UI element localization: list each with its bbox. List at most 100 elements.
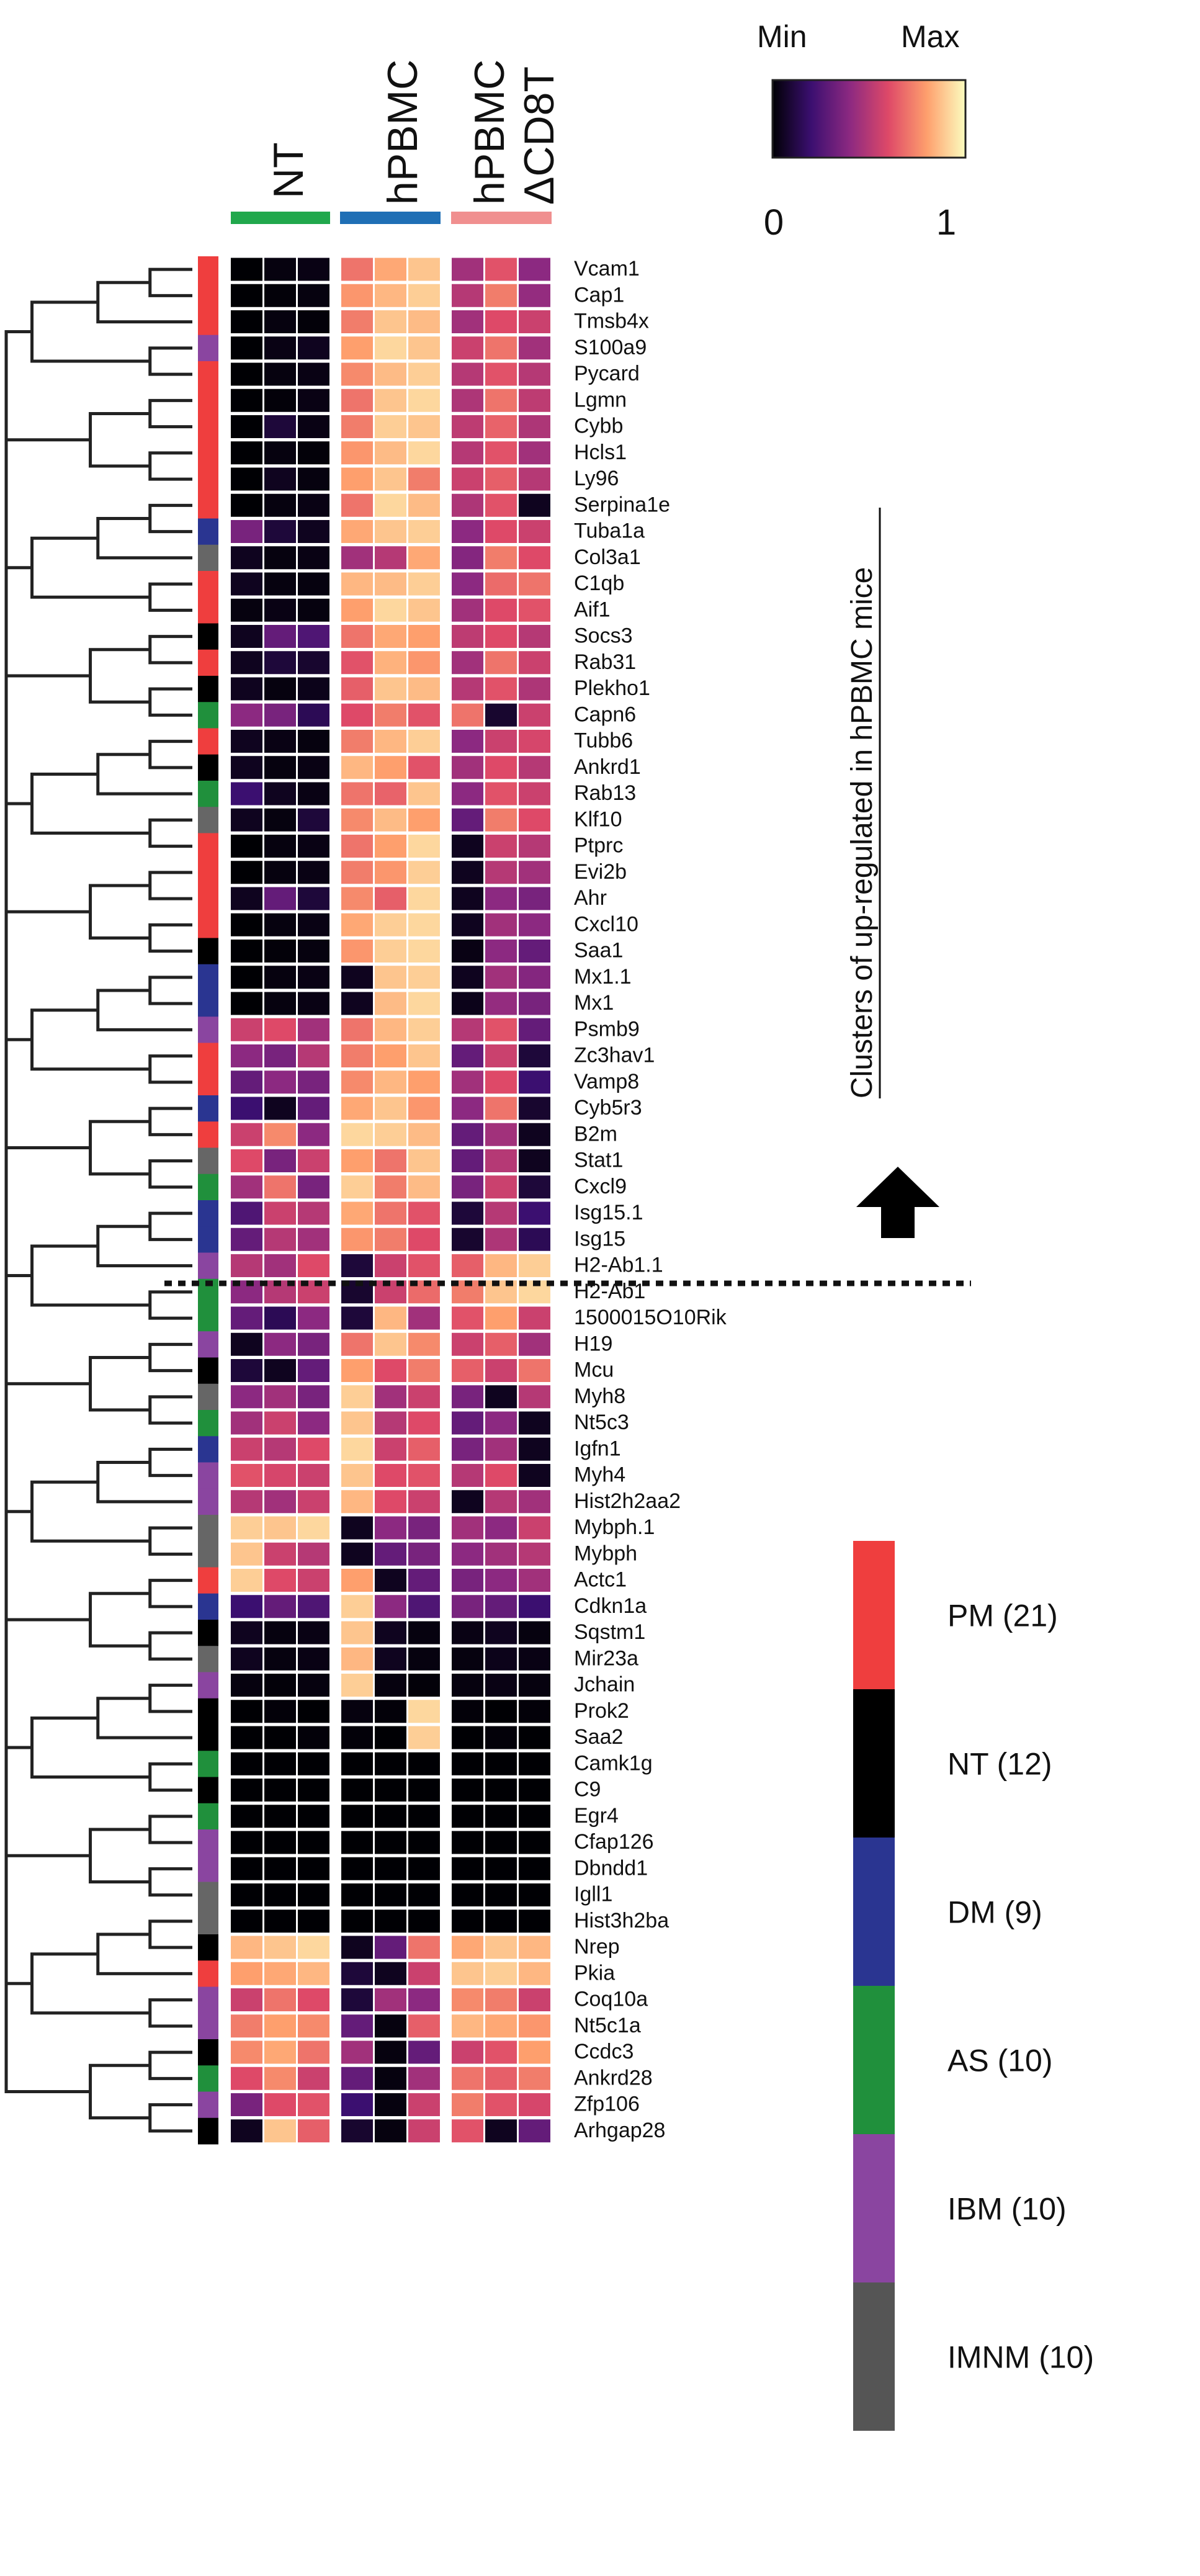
heatmap-cell (298, 1883, 329, 1906)
heatmap-cell (264, 1936, 296, 1959)
category-legend: PM (21) NT (12) DM (9) AS (10) IBM (10) IMNM … (853, 1541, 1094, 2431)
heatmap-cell (485, 1910, 517, 1933)
heatmap-cell (485, 2067, 517, 2090)
heatmap-cell (452, 1464, 483, 1487)
heatmap-cell (298, 1647, 329, 1671)
heatmap-cell (264, 1097, 296, 1120)
heatmap-cell (408, 598, 440, 622)
heatmap-cell (375, 1857, 406, 1880)
heatmap-cell (485, 2119, 517, 2143)
heatmap-cell (341, 966, 373, 989)
heatmap-cell (408, 861, 440, 884)
heatmap-cell (341, 415, 373, 438)
gene-label: H2-Ab1.1 (574, 1254, 663, 1277)
legend-swatch (853, 2134, 895, 2282)
gene-label: Pkia (574, 1961, 615, 1985)
legend-label: NT (12) (947, 1747, 1052, 1782)
heatmap-cell (298, 546, 329, 570)
gene-label: Hcls1 (574, 441, 627, 464)
heatmap-cell (485, 1490, 517, 1514)
heatmap-cell (264, 1490, 296, 1514)
heatmap-cell (298, 1044, 329, 1067)
heatmap-cell (298, 1306, 329, 1330)
dendrogram-branch (148, 1211, 192, 1241)
heatmap-cell (485, 1962, 517, 1985)
heatmap-cell (519, 730, 550, 753)
dendrogram-branch (30, 1716, 150, 1779)
heatmap-cell (264, 1070, 296, 1094)
heatmap-cell (341, 730, 373, 753)
heatmap-cell (231, 861, 262, 884)
heatmap-cell (519, 1516, 550, 1540)
heatmap-cell (264, 966, 296, 989)
heatmap-cell (375, 1201, 406, 1225)
heatmap-cell (341, 1044, 373, 1067)
heatmap-cell (298, 310, 329, 333)
gene-label: Capn6 (574, 702, 636, 726)
heatmap-cell (408, 1464, 440, 1487)
heatmap-cell (231, 992, 262, 1015)
gene-label: Cfap126 (574, 1830, 654, 1854)
category-cell (198, 964, 218, 991)
dendrogram-branch (96, 1224, 192, 1268)
heatmap-cell (408, 1516, 440, 1540)
heatmap-cell (375, 1752, 406, 1775)
heatmap-cell (231, 493, 262, 517)
dendrogram-branch (30, 1244, 150, 1307)
category-cell (198, 1200, 218, 1227)
heatmap-cell (264, 1910, 296, 1933)
heatmap-cell (341, 1726, 373, 1749)
heatmap-cell (341, 1359, 373, 1382)
heatmap-cell (485, 2014, 517, 2038)
colorbar-tick-0: 0 (764, 202, 784, 243)
heatmap-cell (341, 625, 373, 648)
heatmap-cell (264, 1831, 296, 1854)
heatmap-cell (519, 1123, 550, 1146)
heatmap-cell (408, 782, 440, 806)
heatmap-cell (408, 1752, 440, 1775)
heatmap-cell (264, 546, 296, 570)
heatmap-cell (452, 598, 483, 622)
heatmap-cell (452, 1411, 483, 1435)
heatmap-cell (341, 1254, 373, 1277)
heatmap-cell (519, 1700, 550, 1723)
heatmap-cell (519, 1306, 550, 1330)
category-cell (198, 1593, 218, 1620)
heatmap-cell (519, 572, 550, 596)
dendrogram-branch (148, 582, 192, 612)
heatmap-cell (341, 1569, 373, 1592)
dendrogram-branch (89, 2063, 150, 2120)
heatmap-cell (519, 258, 550, 281)
heatmap-cell (298, 1097, 329, 1120)
dendrogram-branch (89, 1828, 150, 1883)
heatmap-cell (375, 441, 406, 465)
heatmap-cell (231, 756, 262, 779)
heatmap-cell (485, 677, 517, 701)
heatmap-cell (231, 388, 262, 412)
heatmap-cell (341, 1464, 373, 1487)
heatmap-cell (375, 1464, 406, 1487)
heatmap-cell (264, 1437, 296, 1461)
heatmap-cell (298, 1437, 329, 1461)
category-cell (198, 1069, 218, 1096)
heatmap-cell (264, 1752, 296, 1775)
dendrogram-branch (148, 1684, 192, 1713)
dendrogram-branch (148, 1815, 192, 1844)
category-cell (198, 1121, 218, 1148)
heatmap-cell (298, 2040, 329, 2064)
gene-label: Tmsb4x (574, 310, 649, 333)
heatmap-cell (408, 572, 440, 596)
heatmap-cell (231, 2067, 262, 2090)
dendrogram-branch (148, 687, 192, 717)
heatmap-cell (375, 1595, 406, 1618)
heatmap-cell (298, 1910, 329, 1933)
heatmap-cell (264, 1595, 296, 1618)
heatmap-cell (519, 1201, 550, 1225)
heatmap-cell (408, 1700, 440, 1723)
heatmap-cell (231, 1464, 262, 1487)
dendrogram-branch (148, 1054, 192, 1084)
heatmap-cell (341, 782, 373, 806)
legend-label: IBM (10) (947, 2192, 1067, 2227)
category-cell (198, 308, 218, 336)
heatmap-cell (519, 1359, 550, 1382)
